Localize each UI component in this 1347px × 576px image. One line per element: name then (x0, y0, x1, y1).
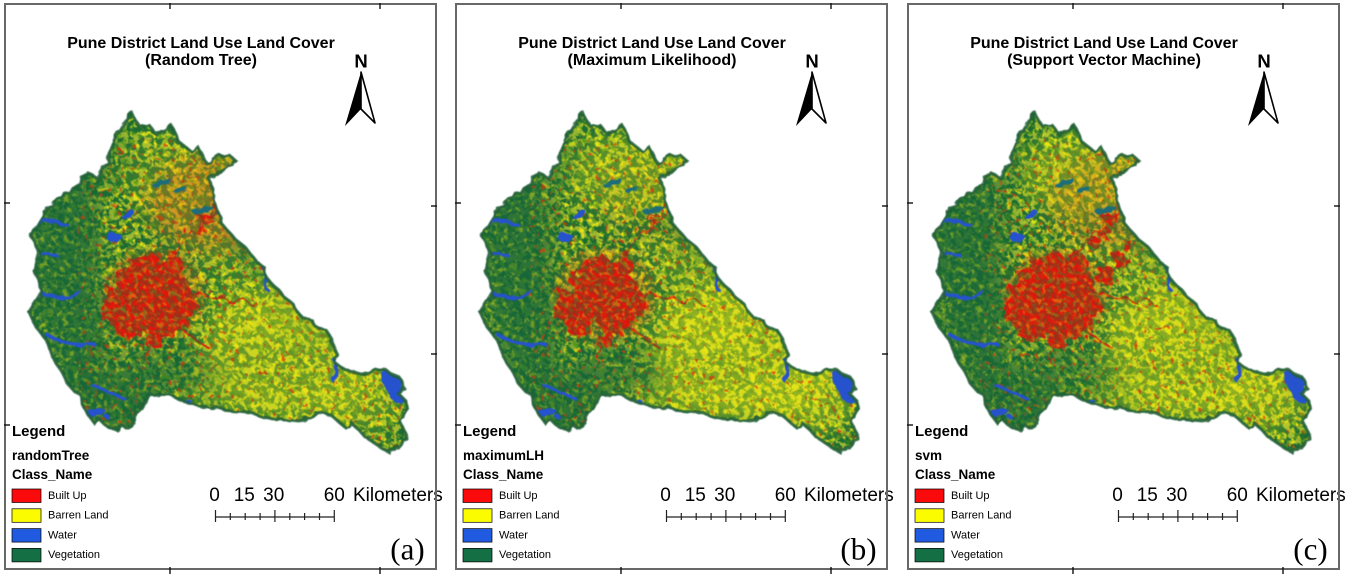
svg-text:Legend: Legend (915, 423, 968, 440)
svg-text:15: 15 (234, 485, 255, 506)
svg-text:Built Up: Built Up (499, 490, 538, 502)
svg-text:0: 0 (1112, 485, 1123, 506)
svg-text:N: N (805, 51, 818, 72)
svg-text:30: 30 (714, 485, 735, 506)
svg-text:Barren Land: Barren Land (48, 510, 109, 522)
svg-text:Built Up: Built Up (951, 490, 990, 502)
svg-text:svm: svm (915, 448, 942, 463)
svg-text:(a): (a) (390, 532, 424, 567)
svg-text:Kilometers: Kilometers (1256, 485, 1346, 506)
svg-text:30: 30 (263, 485, 284, 506)
svg-text:30: 30 (1166, 485, 1187, 506)
svg-text:Kilometers: Kilometers (353, 485, 443, 506)
svg-text:60: 60 (324, 485, 345, 506)
svg-text:15: 15 (1137, 485, 1158, 506)
svg-text:60: 60 (775, 485, 796, 506)
svg-text:N: N (1257, 51, 1270, 72)
svg-text:15: 15 (685, 485, 706, 506)
svg-text:Vegetation: Vegetation (48, 549, 100, 561)
svg-text:Pune District Land Use Land Co: Pune District Land Use Land Cover (67, 35, 335, 52)
svg-text:0: 0 (209, 485, 220, 506)
svg-text:Class_Name: Class_Name (463, 467, 544, 482)
svg-text:randomTree: randomTree (12, 448, 90, 463)
svg-text:Class_Name: Class_Name (915, 467, 996, 482)
svg-text:(Maximum Likelihood): (Maximum Likelihood) (568, 52, 737, 69)
svg-text:Vegetation: Vegetation (499, 549, 551, 561)
svg-text:Barren Land: Barren Land (499, 510, 560, 522)
svg-text:Built Up: Built Up (48, 490, 87, 502)
svg-text:Barren Land: Barren Land (951, 510, 1012, 522)
svg-text:maximumLH: maximumLH (463, 448, 544, 463)
svg-text:(c): (c) (1293, 532, 1327, 567)
svg-text:(Support Vector Machine): (Support Vector Machine) (1007, 52, 1201, 69)
svg-text:Vegetation: Vegetation (951, 549, 1003, 561)
svg-text:Pune District Land Use Land Co: Pune District Land Use Land Cover (970, 35, 1238, 52)
svg-text:Water: Water (951, 529, 980, 541)
svg-text:Class_Name: Class_Name (12, 467, 93, 482)
svg-text:Legend: Legend (463, 423, 516, 440)
svg-text:Kilometers: Kilometers (804, 485, 894, 506)
svg-text:60: 60 (1227, 485, 1248, 506)
svg-text:N: N (354, 51, 367, 72)
svg-text:Pune District Land Use Land Co: Pune District Land Use Land Cover (518, 35, 786, 52)
svg-text:Water: Water (499, 529, 528, 541)
svg-text:Water: Water (48, 529, 77, 541)
svg-text:(b): (b) (840, 532, 876, 567)
svg-text:0: 0 (660, 485, 671, 506)
svg-text:(Random Tree): (Random Tree) (145, 52, 257, 69)
svg-text:Legend: Legend (12, 423, 65, 440)
